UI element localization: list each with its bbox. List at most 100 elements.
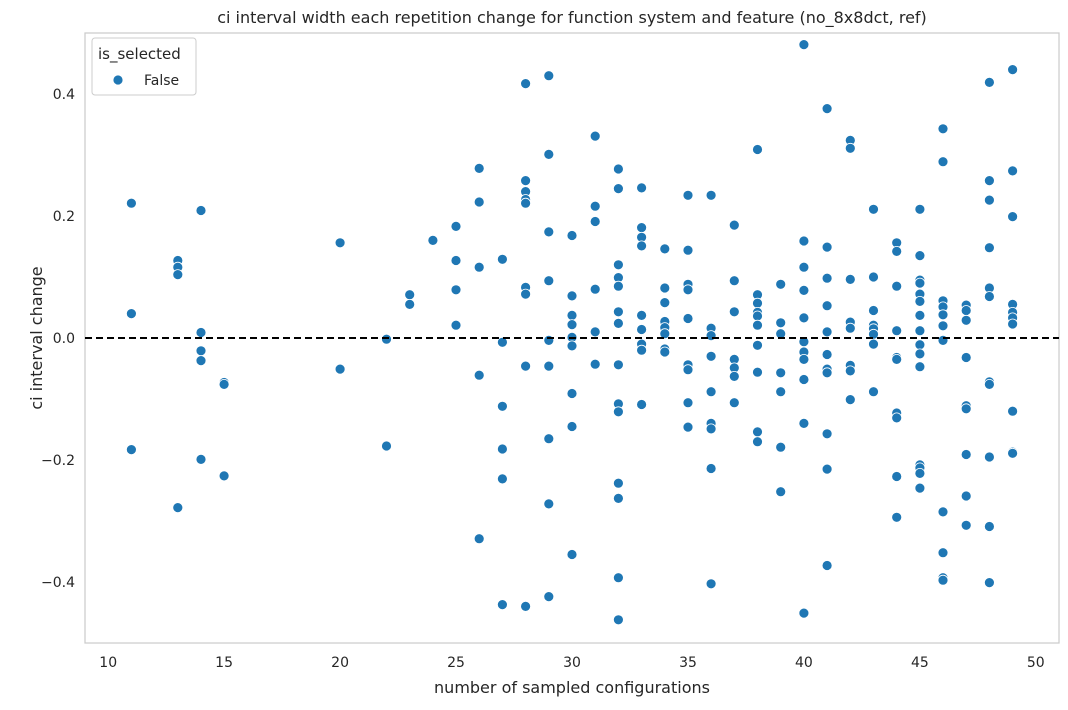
data-point [984,194,995,206]
data-point [798,607,810,619]
data-point [613,359,624,371]
data-point [172,269,184,281]
legend-title: is_selected [98,45,181,64]
data-point [613,183,624,195]
y-tick-label: −0.2 [41,453,75,469]
data-point [589,216,601,227]
data-point [613,259,624,271]
data-point [496,253,508,265]
data-point [868,305,879,316]
data-point [752,339,763,351]
data-point [195,453,207,465]
data-point [543,70,555,82]
data-point [520,197,531,209]
data-point [543,433,555,445]
data-point [404,289,416,301]
data-point [589,130,601,142]
data-point [636,182,647,194]
data-point [984,378,995,390]
data-point [682,189,694,201]
data-point [775,486,787,498]
data-point [543,226,555,238]
data-point [473,196,485,208]
data-point [821,103,833,114]
data-point [334,363,346,375]
data-point [682,313,694,324]
x-tick-label: 30 [563,655,581,671]
data-point [520,78,531,89]
data-point [705,330,717,342]
data-point [125,444,137,456]
data-point [914,203,926,215]
data-point [752,366,763,378]
data-point [937,334,949,346]
x-tick-label: 10 [99,655,117,671]
data-point [728,275,740,287]
data-point [543,498,555,510]
y-tick-label: 0.2 [53,209,75,225]
data-point [752,436,763,448]
data-point [218,470,230,482]
legend-marker-false [112,74,124,86]
data-point [798,312,810,324]
data-point [937,156,949,168]
data-point [937,309,949,321]
data-point [752,310,763,322]
data-point [891,280,903,292]
data-point [937,506,949,518]
data-point [1007,405,1018,417]
data-point [381,440,392,452]
data-point [752,319,763,331]
data-point [636,324,647,335]
y-tick-labels: −0.4 −0.2 0.0 0.2 0.4 [41,87,75,591]
data-point [705,578,717,590]
data-point [334,237,346,249]
data-point [984,175,995,187]
y-tick-label: 0.0 [53,331,75,347]
data-point [960,449,972,460]
data-point [914,339,926,351]
data-point [937,574,949,586]
data-point [960,314,972,326]
data-point [496,400,508,412]
data-point [844,365,856,377]
data-point [891,353,903,365]
y-axis-label: ci interval change [27,266,46,409]
data-point [937,320,949,332]
y-tick-label: 0.4 [53,87,75,103]
data-point [682,244,694,256]
data-point [844,394,856,406]
data-point [1007,318,1018,330]
data-point [914,309,926,321]
x-tick-label: 25 [447,655,465,671]
legend-label-false: False [144,73,179,89]
data-point [450,319,462,331]
data-point [752,144,763,155]
data-point [566,421,578,432]
data-point [1007,165,1018,177]
data-point [543,591,555,602]
data-point [659,346,671,358]
data-point [496,599,508,610]
data-point [636,222,647,234]
data-point [984,242,995,254]
data-point [891,245,903,257]
data-point [125,197,137,209]
data-point [821,463,833,475]
data-point [844,273,856,285]
data-point [613,406,624,418]
data-point [705,189,717,201]
data-point [589,326,601,338]
data-point [1007,211,1018,223]
data-point [172,502,184,514]
data-point [566,290,578,302]
chart-title: ci interval width each repetition change… [217,8,927,28]
x-tick-label: 45 [911,655,929,671]
x-tick-label: 20 [331,655,349,671]
data-point [752,426,763,438]
data-point [543,360,555,372]
data-point [427,234,439,246]
data-point [821,367,833,379]
data-point [636,399,647,410]
